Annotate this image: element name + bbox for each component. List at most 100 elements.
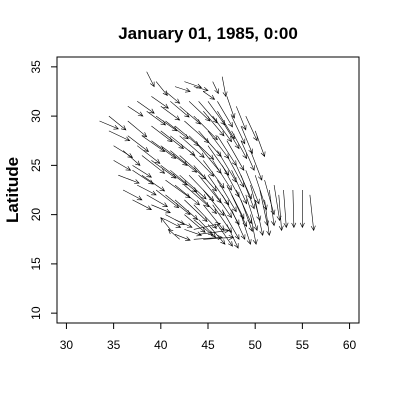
- vector-arrow: [132, 170, 154, 185]
- vector-arrow: [240, 214, 252, 245]
- vector-arrow: [170, 101, 190, 118]
- vector-arrow: [231, 209, 246, 240]
- x-axis: 30 35 40 45 50 55 60: [60, 323, 357, 352]
- vector-arrow: [283, 189, 289, 229]
- vector-arrow: [203, 111, 225, 137]
- vector-arrow: [151, 204, 171, 214]
- vector-arrow: [250, 150, 263, 181]
- vector-arrow: [254, 175, 268, 211]
- vector-arrow: [250, 185, 262, 222]
- vector-arrow: [188, 135, 215, 160]
- vector-arrow: [193, 235, 223, 241]
- vector-arrow: [198, 228, 230, 235]
- vector-arrow: [309, 194, 316, 232]
- vector-arrow: [240, 175, 255, 210]
- vector-arrow: [221, 165, 240, 198]
- x-tick-label: 45: [201, 338, 215, 352]
- vector-arrow: [160, 217, 171, 230]
- vector-arrow: [160, 165, 188, 186]
- vector-arrow: [184, 214, 206, 233]
- vector-arrow: [226, 184, 245, 220]
- vector-arrow: [174, 219, 193, 228]
- vector-arrow: [137, 145, 161, 164]
- vector-arrow: [167, 228, 180, 240]
- x-tick-label: 30: [60, 338, 74, 352]
- vector-arrow: [212, 189, 232, 219]
- vector-arrows: [99, 71, 316, 249]
- vector-arrow: [179, 174, 207, 200]
- vector-arrow: [179, 155, 207, 180]
- vector-arrow: [212, 160, 232, 191]
- y-tick-label: 15: [29, 257, 43, 271]
- vector-arrow: [264, 199, 272, 236]
- vector-arrow: [184, 229, 203, 237]
- vector-arrow: [160, 106, 181, 121]
- vector-arrow: [174, 184, 201, 206]
- vector-arrow: [299, 190, 305, 229]
- vector-arrow: [160, 130, 185, 150]
- vector-arrow: [198, 130, 222, 158]
- vector-arrow: [240, 199, 254, 233]
- vector-arrow: [193, 165, 217, 192]
- vector-arrow: [250, 214, 258, 245]
- vector-arrow: [203, 160, 225, 189]
- vector-arrow: [108, 115, 127, 131]
- vector-arrow: [203, 189, 225, 217]
- vector-arrow: [226, 140, 245, 171]
- vector-arrow: [155, 81, 168, 96]
- vector-arrow: [207, 130, 230, 160]
- vector-arrow: [231, 194, 247, 228]
- vector-arrow: [207, 175, 230, 206]
- vector-arrow: [193, 115, 218, 141]
- vector-arrow: [137, 184, 157, 196]
- vector-arrow: [193, 86, 209, 92]
- x-tick-label: 60: [343, 338, 357, 352]
- vector-arrow: [217, 179, 237, 213]
- vector-arrow: [141, 174, 166, 192]
- vector-arrow: [184, 81, 203, 89]
- vector-arrow: [165, 91, 181, 104]
- vector-arrow: [188, 101, 211, 122]
- vector-arrow: [207, 224, 226, 245]
- vector-arrow: [212, 115, 233, 143]
- vector-arrow: [269, 189, 276, 227]
- vector-arrow: [174, 234, 191, 241]
- vector-arrow: [160, 145, 188, 166]
- vector-arrow: [221, 120, 240, 150]
- vector-arrow: [146, 71, 155, 88]
- vector-arrow: [221, 76, 228, 98]
- vector-arrow: [217, 101, 233, 128]
- vector-arrow: [203, 91, 216, 100]
- vector-arrow: [226, 155, 245, 188]
- vector-arrow: [113, 160, 132, 171]
- vector-arrow: [217, 135, 237, 166]
- vector-arrow: [184, 120, 210, 144]
- vector-arrow: [212, 81, 219, 95]
- vector-arrow: [118, 174, 140, 184]
- y-tick-label: 20: [29, 208, 43, 222]
- y-tick-label: 25: [29, 158, 43, 172]
- vector-arrow: [207, 145, 230, 176]
- x-tick-label: 50: [249, 338, 263, 352]
- vector-arrow: [198, 219, 216, 238]
- vector-arrow: [122, 150, 141, 166]
- vector-arrow: [184, 199, 208, 222]
- vector-arrow: [170, 170, 198, 193]
- x-tick-label: 55: [296, 338, 310, 352]
- vector-arrow: [179, 106, 202, 125]
- vector-arrow: [184, 184, 210, 208]
- vector-arrow: [236, 106, 247, 131]
- vector-arrow: [132, 199, 153, 211]
- vector-arrow: [193, 219, 214, 236]
- vector-arrow: [179, 135, 205, 158]
- vector-arrow: [165, 214, 186, 225]
- vector-arrow: [146, 194, 168, 208]
- vector-arrow: [221, 194, 240, 226]
- vector-arrow: [278, 194, 284, 232]
- vector-arrow: [127, 106, 144, 117]
- y-tick-label: 35: [29, 60, 43, 74]
- vector-arrow: [245, 115, 258, 142]
- vector-arrow: [151, 125, 173, 143]
- vector-arrow: [193, 204, 217, 229]
